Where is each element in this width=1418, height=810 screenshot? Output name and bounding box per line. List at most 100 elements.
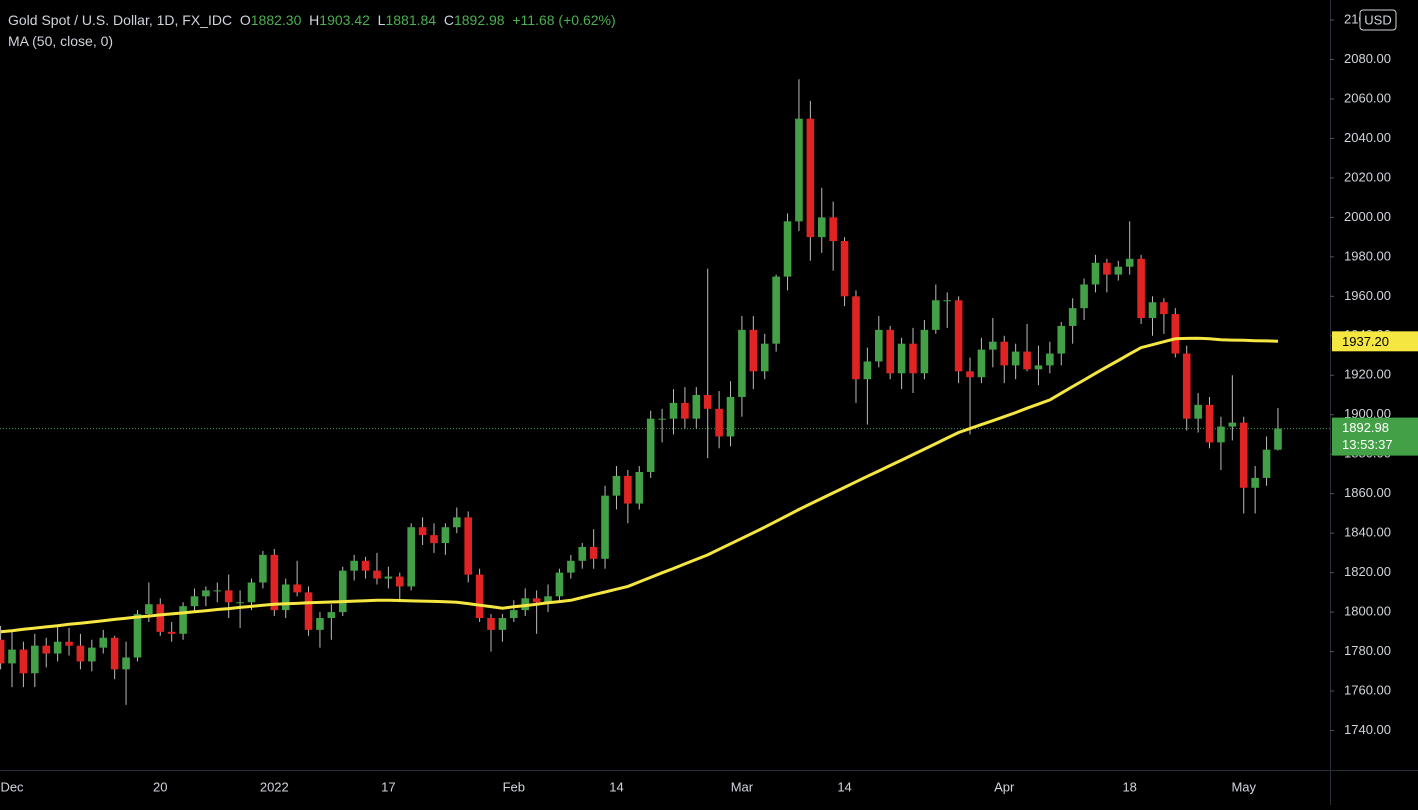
candle-body — [1148, 302, 1157, 319]
candle-body — [806, 118, 815, 238]
candle-body — [145, 604, 153, 615]
candle-body — [1182, 353, 1191, 419]
candle-body — [977, 349, 986, 378]
y-tick-label: 1860.00 — [1344, 485, 1391, 500]
last-price-box — [1332, 417, 1418, 456]
candle-body — [384, 576, 393, 579]
candle-body — [1000, 341, 1009, 366]
candle-body — [624, 475, 632, 504]
candle-body — [304, 592, 313, 630]
x-tick-label: Mar — [731, 779, 754, 794]
candle-body — [635, 471, 644, 504]
candle-body — [1103, 262, 1111, 275]
ma-price-label: 1937.20 — [1342, 334, 1389, 349]
candle-body — [829, 217, 837, 242]
candle-body — [65, 641, 73, 646]
candle-body — [612, 475, 621, 496]
y-tick-label: 2000.00 — [1344, 209, 1391, 224]
candle-body — [669, 402, 678, 419]
y-tick-label: 2020.00 — [1344, 169, 1391, 184]
ma-line — [0, 336, 1279, 634]
y-tick-label: 2040.00 — [1344, 130, 1391, 145]
x-tick-label: 14 — [609, 779, 623, 794]
ohlc-key: H — [309, 12, 320, 28]
candle-body — [897, 343, 906, 374]
candle-body — [167, 631, 176, 634]
candle-body — [464, 517, 473, 575]
countdown: 13:53:37 — [1342, 437, 1393, 452]
candle-body — [966, 371, 974, 378]
indicator-name: MA (50, close, 0) — [8, 33, 114, 49]
y-tick-label: 1820.00 — [1344, 564, 1391, 579]
candle-body — [749, 329, 758, 372]
candle-body — [0, 639, 5, 664]
y-tick-label: 1840.00 — [1344, 525, 1391, 540]
candle-body — [510, 610, 518, 619]
candle-body — [760, 343, 769, 372]
candle-body — [783, 221, 792, 277]
candle-body — [395, 576, 404, 587]
candle-body — [361, 560, 370, 571]
y-tick-label: 1960.00 — [1344, 288, 1391, 303]
candle-body — [110, 637, 119, 670]
candle-body — [190, 596, 199, 607]
y-tick-label: 1920.00 — [1344, 367, 1391, 382]
y-tick-label: 1760.00 — [1344, 682, 1391, 697]
candle-body — [1011, 351, 1020, 366]
candle-body — [852, 296, 860, 380]
y-tick-label: 1980.00 — [1344, 248, 1391, 263]
x-tick-label: 14 — [837, 779, 851, 794]
candle-body — [338, 570, 347, 613]
x-tick-label: Apr — [994, 779, 1015, 794]
candle-body — [1262, 449, 1271, 478]
candle-body — [886, 329, 894, 374]
ohlc-value: 1881.84 — [385, 12, 437, 28]
candle-body — [1160, 302, 1168, 315]
last-price-label: 1892.98 — [1342, 420, 1389, 435]
y-tick-label: 1740.00 — [1344, 722, 1391, 737]
x-tick-label: Feb — [503, 779, 525, 794]
currency-label: USD — [1364, 12, 1391, 27]
candle-body — [589, 546, 598, 559]
currency-box — [1359, 9, 1397, 31]
ohlc: O1882.30 H1903.42 L1881.84 C1892.98 — [240, 12, 513, 28]
indicator-row: MA (50, close, 0) — [8, 31, 616, 52]
candle-body — [1091, 262, 1100, 285]
candle-body — [954, 300, 963, 372]
y-tick-label: 2080.00 — [1344, 51, 1391, 66]
candle-body — [715, 408, 723, 437]
candle-body — [567, 560, 575, 573]
candle-body — [407, 527, 415, 587]
candle-body — [418, 527, 427, 536]
candle-body — [179, 606, 187, 634]
candle-body — [259, 554, 267, 583]
candle-body — [122, 657, 130, 670]
candle-body — [19, 649, 28, 674]
candle-body — [738, 329, 746, 397]
candle-body — [840, 241, 849, 297]
candle-body — [1239, 422, 1248, 488]
symbol-row: Gold Spot / U.S. Dollar, 1D, FX_IDC O188… — [8, 10, 616, 31]
legend: Gold Spot / U.S. Dollar, 1D, FX_IDC O188… — [8, 10, 616, 52]
candle-body — [487, 618, 495, 630]
candle-body — [350, 560, 358, 571]
candle-body — [1194, 404, 1202, 419]
ohlc-key: O — [239, 12, 251, 28]
y-tick-label: 1780.00 — [1344, 643, 1391, 658]
candle-body — [1274, 428, 1282, 450]
x-tick-label: 17 — [381, 779, 395, 794]
candle-body — [555, 572, 564, 597]
candle-body — [532, 598, 541, 603]
ohlc-value: 1892.98 — [453, 12, 505, 28]
candle-body — [658, 418, 666, 420]
candle-body — [53, 641, 62, 654]
candle-body — [1023, 351, 1031, 370]
y-tick-label: 1900.00 — [1344, 406, 1391, 421]
symbol-title: Gold Spot / U.S. Dollar, 1D, FX_IDC — [8, 12, 233, 28]
candle-body — [316, 618, 324, 630]
candle-body — [475, 574, 484, 619]
candle-body — [772, 276, 780, 344]
candle-body — [133, 614, 142, 658]
